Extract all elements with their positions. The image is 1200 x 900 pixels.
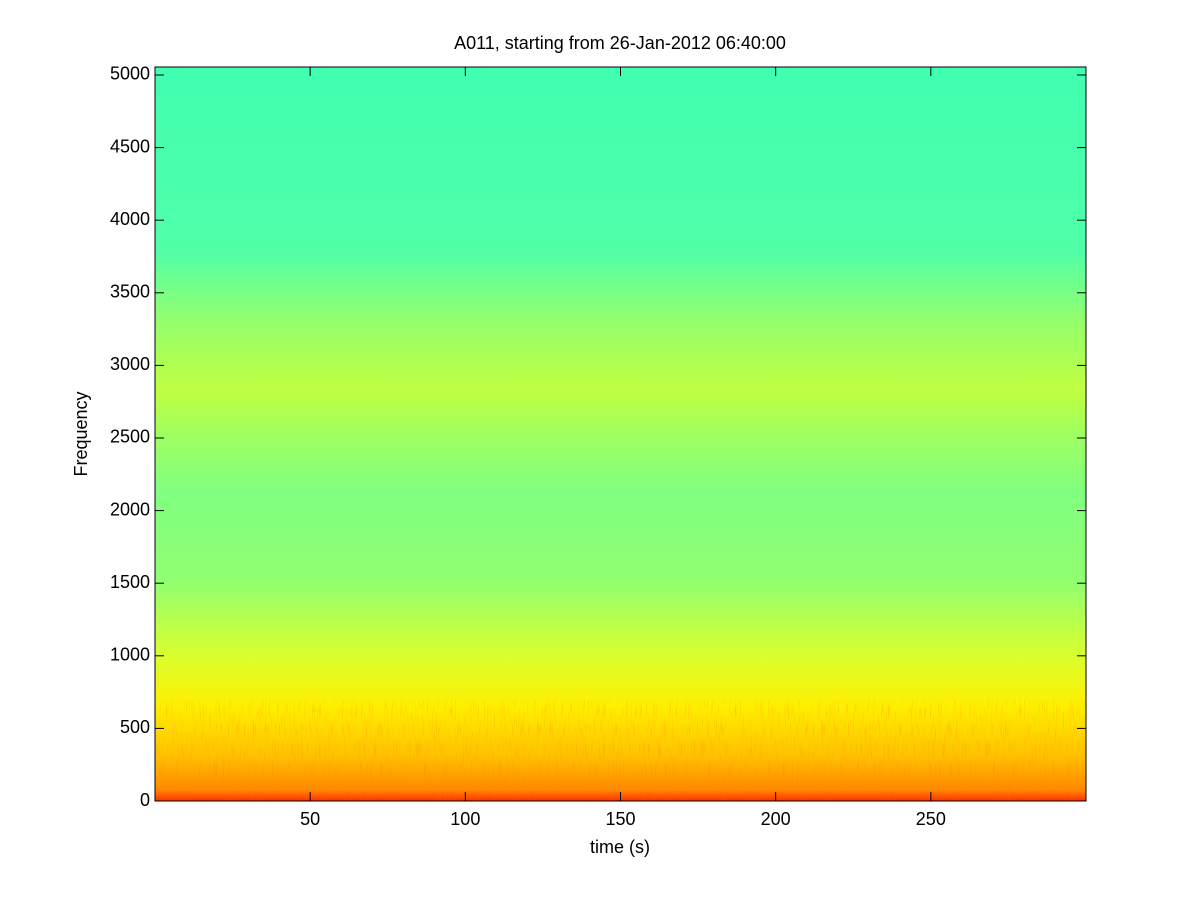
- spectrogram-noise: [155, 700, 1086, 801]
- x-tick-label: 100: [450, 809, 480, 829]
- plot-area: [154, 66, 1087, 802]
- y-axis-label: Frequency: [71, 391, 91, 476]
- x-axis-label: time (s): [590, 837, 650, 857]
- y-tick-label: 2000: [110, 499, 150, 519]
- y-tick-label: 5000: [110, 64, 150, 84]
- y-tick-label: 1500: [110, 572, 150, 592]
- spectrogram-image: [155, 67, 1086, 801]
- y-tick-label: 0: [140, 790, 150, 810]
- y-tick-label: 4500: [110, 136, 150, 156]
- y-tick-label: 1000: [110, 645, 150, 665]
- x-tick-label: 50: [300, 809, 320, 829]
- x-tick-label: 250: [916, 809, 946, 829]
- y-tick-label: 3500: [110, 282, 150, 302]
- y-tick-label: 500: [120, 717, 150, 737]
- chart-title: A011, starting from 26-Jan-2012 06:40:00: [454, 33, 786, 53]
- x-tick-label: 150: [605, 809, 635, 829]
- y-tick-label: 2500: [110, 427, 150, 447]
- y-tick-label: 4000: [110, 209, 150, 229]
- y-tick-label: 3000: [110, 354, 150, 374]
- x-tick-label: 200: [761, 809, 791, 829]
